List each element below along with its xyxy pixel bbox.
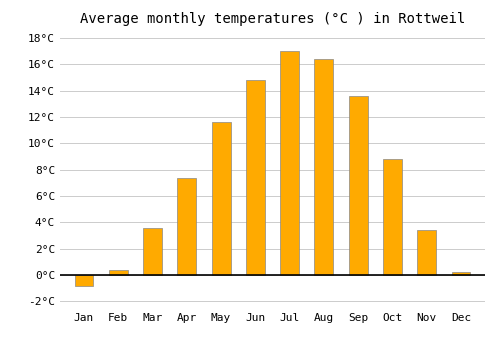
Bar: [212, 122, 231, 275]
Bar: [383, 159, 402, 275]
Bar: [314, 59, 334, 275]
Bar: [246, 80, 265, 275]
Bar: [452, 272, 470, 275]
Bar: [178, 178, 196, 275]
Title: Average monthly temperatures (°C ) in Rottweil: Average monthly temperatures (°C ) in Ro…: [80, 12, 465, 26]
Bar: [280, 51, 299, 275]
Bar: [349, 96, 368, 275]
Bar: [74, 275, 94, 286]
Bar: [143, 228, 162, 275]
Bar: [418, 230, 436, 275]
Bar: [109, 270, 128, 275]
